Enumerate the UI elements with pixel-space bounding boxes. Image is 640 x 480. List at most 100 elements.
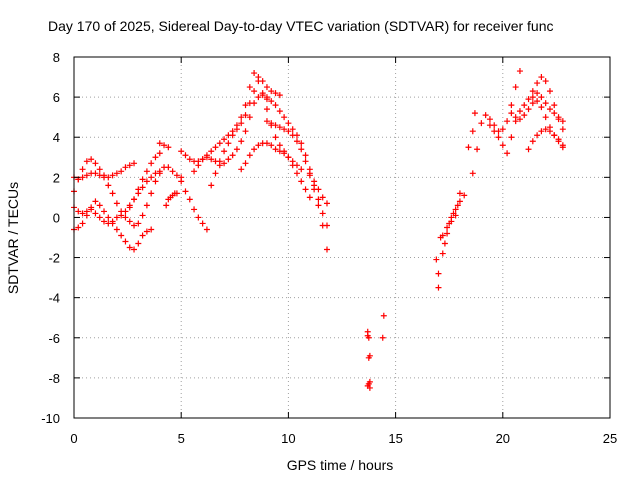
data-point	[516, 68, 523, 75]
data-point	[281, 126, 288, 133]
data-point	[203, 226, 210, 233]
data-point	[242, 112, 249, 119]
data-point	[315, 186, 322, 193]
data-point	[293, 138, 300, 145]
y-tick-label: -10	[41, 411, 60, 426]
data-point	[208, 156, 215, 163]
data-point	[298, 166, 305, 173]
data-point	[454, 202, 461, 209]
data-point	[529, 100, 536, 107]
data-point	[225, 140, 232, 147]
data-point	[216, 140, 223, 147]
data-point	[79, 210, 86, 217]
data-point	[499, 142, 506, 149]
data-point	[212, 144, 219, 151]
data-point	[268, 142, 275, 149]
data-point	[439, 232, 446, 239]
data-point	[276, 148, 283, 155]
data-point	[504, 118, 511, 125]
series-track-7	[156, 140, 172, 151]
data-point	[238, 166, 245, 173]
data-point	[131, 160, 138, 167]
data-point	[191, 206, 198, 213]
data-point	[169, 168, 176, 175]
data-point	[259, 90, 266, 97]
data-point	[161, 142, 168, 149]
data-point	[525, 106, 532, 113]
data-point	[281, 114, 288, 121]
data-point	[379, 334, 386, 341]
data-point	[83, 208, 90, 215]
data-point	[173, 172, 180, 179]
data-point	[298, 178, 305, 185]
data-point	[298, 140, 305, 147]
series-track-14	[263, 118, 330, 253]
y-tick-label: -8	[48, 371, 60, 386]
data-point	[272, 146, 279, 153]
y-tick-label: 8	[53, 50, 60, 65]
data-point	[182, 152, 189, 159]
data-point	[113, 226, 120, 233]
data-point	[529, 138, 536, 145]
data-point	[302, 186, 309, 193]
series-track-25	[525, 126, 566, 153]
data-point	[469, 170, 476, 177]
data-point	[139, 184, 146, 191]
data-point	[538, 128, 545, 135]
data-point	[289, 126, 296, 133]
data-point	[178, 178, 185, 185]
data-point	[452, 206, 459, 213]
data-point	[88, 206, 95, 213]
data-point	[199, 220, 206, 227]
series-track-2	[71, 160, 138, 183]
data-point	[83, 172, 90, 179]
data-point	[92, 210, 99, 217]
data-point	[538, 94, 545, 101]
data-point	[113, 214, 120, 221]
data-point	[456, 198, 463, 205]
data-point	[79, 174, 86, 181]
data-point	[126, 218, 133, 225]
data-point	[263, 94, 270, 101]
data-point	[272, 90, 279, 97]
series-track-22	[486, 74, 566, 157]
data-point	[148, 174, 155, 181]
data-point	[289, 132, 296, 139]
data-point	[118, 212, 125, 219]
x-tick-label: 10	[281, 431, 295, 446]
data-point	[139, 232, 146, 239]
series-track-10	[191, 92, 270, 175]
data-point	[521, 102, 528, 109]
data-point	[135, 186, 142, 193]
data-point	[268, 98, 275, 105]
data-point	[461, 192, 468, 199]
data-point	[96, 172, 103, 179]
data-point	[534, 80, 541, 87]
data-point	[79, 220, 86, 227]
plot-frame	[73, 56, 611, 419]
data-point	[538, 104, 545, 111]
data-point	[289, 158, 296, 165]
data-point	[435, 270, 442, 277]
data-point	[118, 168, 125, 175]
data-point	[272, 102, 279, 109]
data-point	[551, 110, 558, 117]
data-point	[465, 144, 472, 151]
data-point	[122, 214, 129, 221]
y-axis-title: SDTVAR / TECUs	[5, 182, 21, 294]
data-point	[319, 194, 326, 201]
data-point	[251, 70, 258, 77]
data-point	[508, 134, 515, 141]
series-track-19	[439, 212, 459, 239]
data-point	[246, 114, 253, 121]
data-point	[135, 240, 142, 247]
data-point	[491, 128, 498, 135]
data-point	[208, 182, 215, 189]
data-point	[298, 146, 305, 153]
data-point	[546, 106, 553, 113]
data-point	[96, 202, 103, 209]
data-point	[246, 100, 253, 107]
data-point	[525, 146, 532, 153]
data-point	[542, 126, 549, 133]
data-point	[191, 168, 198, 175]
